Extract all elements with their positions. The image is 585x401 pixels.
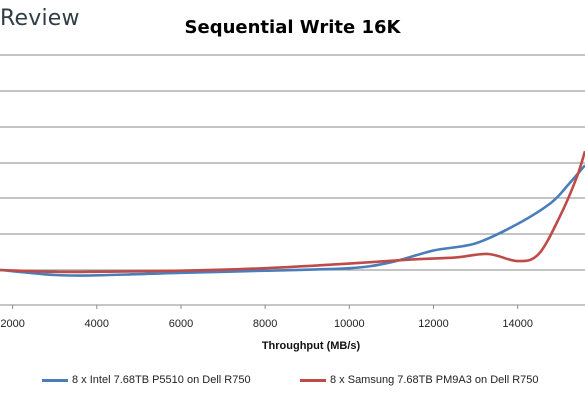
x-tick-label: 8000 bbox=[253, 318, 277, 330]
x-tick-label: 14000 bbox=[502, 318, 533, 330]
series-line-samsung bbox=[0, 150, 585, 274]
series-lines bbox=[0, 150, 585, 277]
legend-label-samsung: 8 x Samsung 7.68TB PM9A3 on Dell R750 bbox=[330, 374, 539, 386]
brand-logo-text: Review bbox=[0, 6, 80, 31]
legend-label-intel: 8 x Intel 7.68TB P5510 on Dell R750 bbox=[72, 374, 251, 386]
x-axis-title: Throughput (MB/s) bbox=[262, 340, 361, 352]
x-tick-labels: 2000 4000 6000 8000 10000 12000 14000 bbox=[0, 305, 533, 330]
legend-item-intel: 8 x Intel 7.68TB P5510 on Dell R750 bbox=[42, 374, 251, 386]
x-tick-label: 4000 bbox=[85, 318, 109, 330]
x-tick-label: 10000 bbox=[334, 318, 365, 330]
x-tick-label: 6000 bbox=[169, 318, 193, 330]
chart-title: Sequential Write 16K bbox=[184, 17, 401, 38]
legend-swatch-samsung bbox=[300, 378, 326, 382]
series-line-intel bbox=[0, 164, 585, 277]
x-tick-label: 2000 bbox=[0, 318, 24, 330]
legend-item-samsung: 8 x Samsung 7.68TB PM9A3 on Dell R750 bbox=[300, 374, 539, 386]
x-tick-label: 12000 bbox=[418, 318, 449, 330]
legend-swatch-intel bbox=[42, 378, 68, 382]
